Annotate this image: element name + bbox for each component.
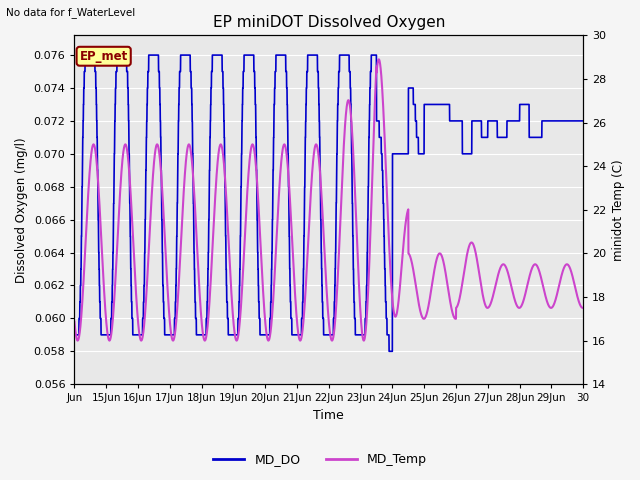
Title: EP miniDOT Dissolved Oxygen: EP miniDOT Dissolved Oxygen — [212, 15, 445, 30]
X-axis label: Time: Time — [314, 409, 344, 422]
Legend: MD_DO, MD_Temp: MD_DO, MD_Temp — [208, 448, 432, 471]
Y-axis label: minidot Temp (C): minidot Temp (C) — [612, 159, 625, 261]
Y-axis label: Dissolved Oxygen (mg/l): Dissolved Oxygen (mg/l) — [15, 137, 28, 283]
Text: No data for f_WaterLevel: No data for f_WaterLevel — [6, 7, 136, 18]
Text: EP_met: EP_met — [79, 50, 128, 63]
